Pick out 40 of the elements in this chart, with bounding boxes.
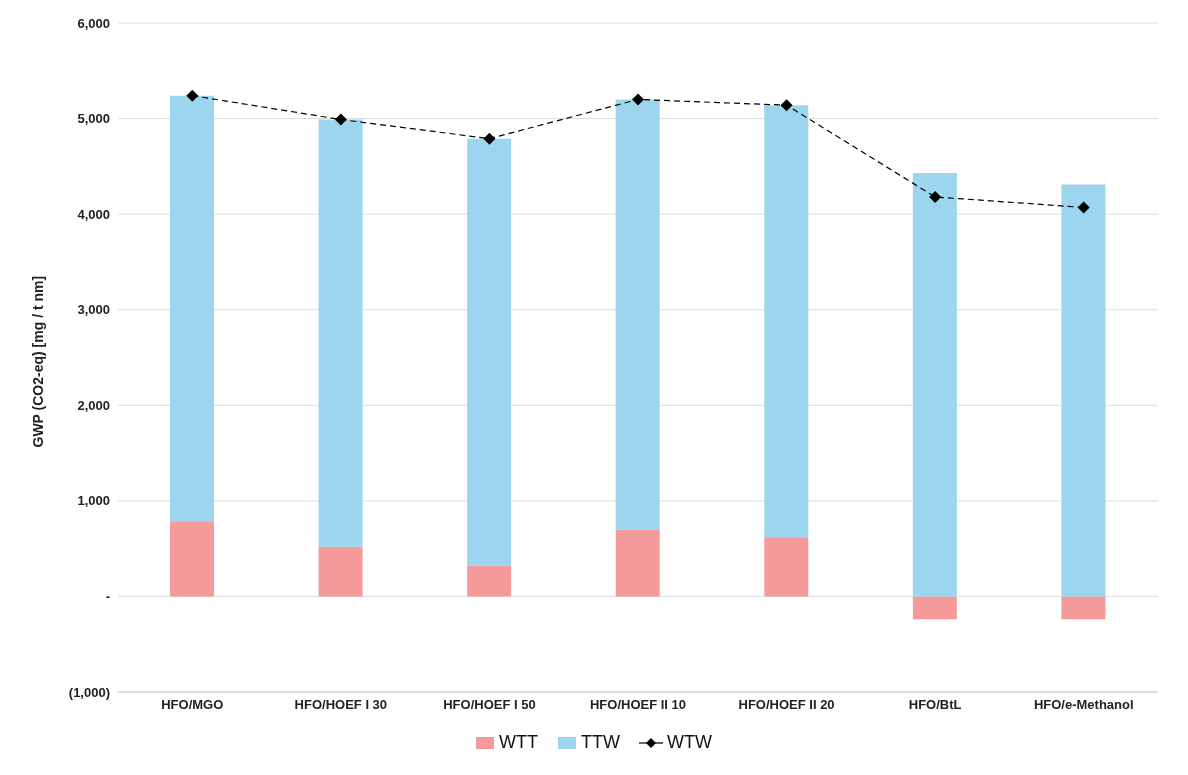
legend-label: WTW xyxy=(666,732,712,753)
bar xyxy=(318,546,363,597)
y-tick-label: 2,000 xyxy=(77,397,110,413)
y-axis-title: GWP (CO2-eq) [mg / t nm] xyxy=(29,275,46,448)
bar xyxy=(615,529,660,597)
bar xyxy=(764,537,809,597)
x-tick-label: HFO/HOEF I 50 xyxy=(443,697,536,713)
y-tick-label: - xyxy=(105,589,110,605)
x-tick-label: HFO/HOEF I 30 xyxy=(294,697,388,713)
x-tick-label: HFO/HOEF II 20 xyxy=(738,697,835,713)
bar xyxy=(170,521,214,597)
y-tick-label: 6,000 xyxy=(77,15,110,31)
y-tick-label: 4,000 xyxy=(77,206,110,222)
point xyxy=(929,190,942,203)
y-tick-label: 3,000 xyxy=(77,302,110,318)
legend-label: TTW xyxy=(581,732,620,753)
bar xyxy=(764,105,809,538)
bar xyxy=(1061,596,1106,620)
legend-label: WTT xyxy=(499,732,538,753)
point xyxy=(334,113,347,126)
bar xyxy=(912,596,957,620)
bar xyxy=(467,565,512,597)
x-tick-label: HFO/BtL xyxy=(908,697,962,713)
y-tick-label: (1,000) xyxy=(68,684,110,700)
bar xyxy=(1061,184,1106,597)
y-tick-label: 1,000 xyxy=(77,493,110,509)
point xyxy=(186,89,199,102)
point xyxy=(632,93,644,106)
bar xyxy=(467,138,512,566)
y-tick-label: 5,000 xyxy=(77,111,110,127)
bar xyxy=(912,173,957,597)
x-tick-label: HFO/e-Methanol xyxy=(1033,697,1134,713)
bar xyxy=(318,119,363,547)
bar xyxy=(170,95,214,522)
point xyxy=(780,99,793,112)
point xyxy=(1077,201,1090,214)
x-tick-label: HFO/MGO xyxy=(161,697,224,713)
bar xyxy=(615,99,660,530)
point xyxy=(483,132,496,145)
x-tick-label: HFO/HOEF II 10 xyxy=(589,697,687,713)
